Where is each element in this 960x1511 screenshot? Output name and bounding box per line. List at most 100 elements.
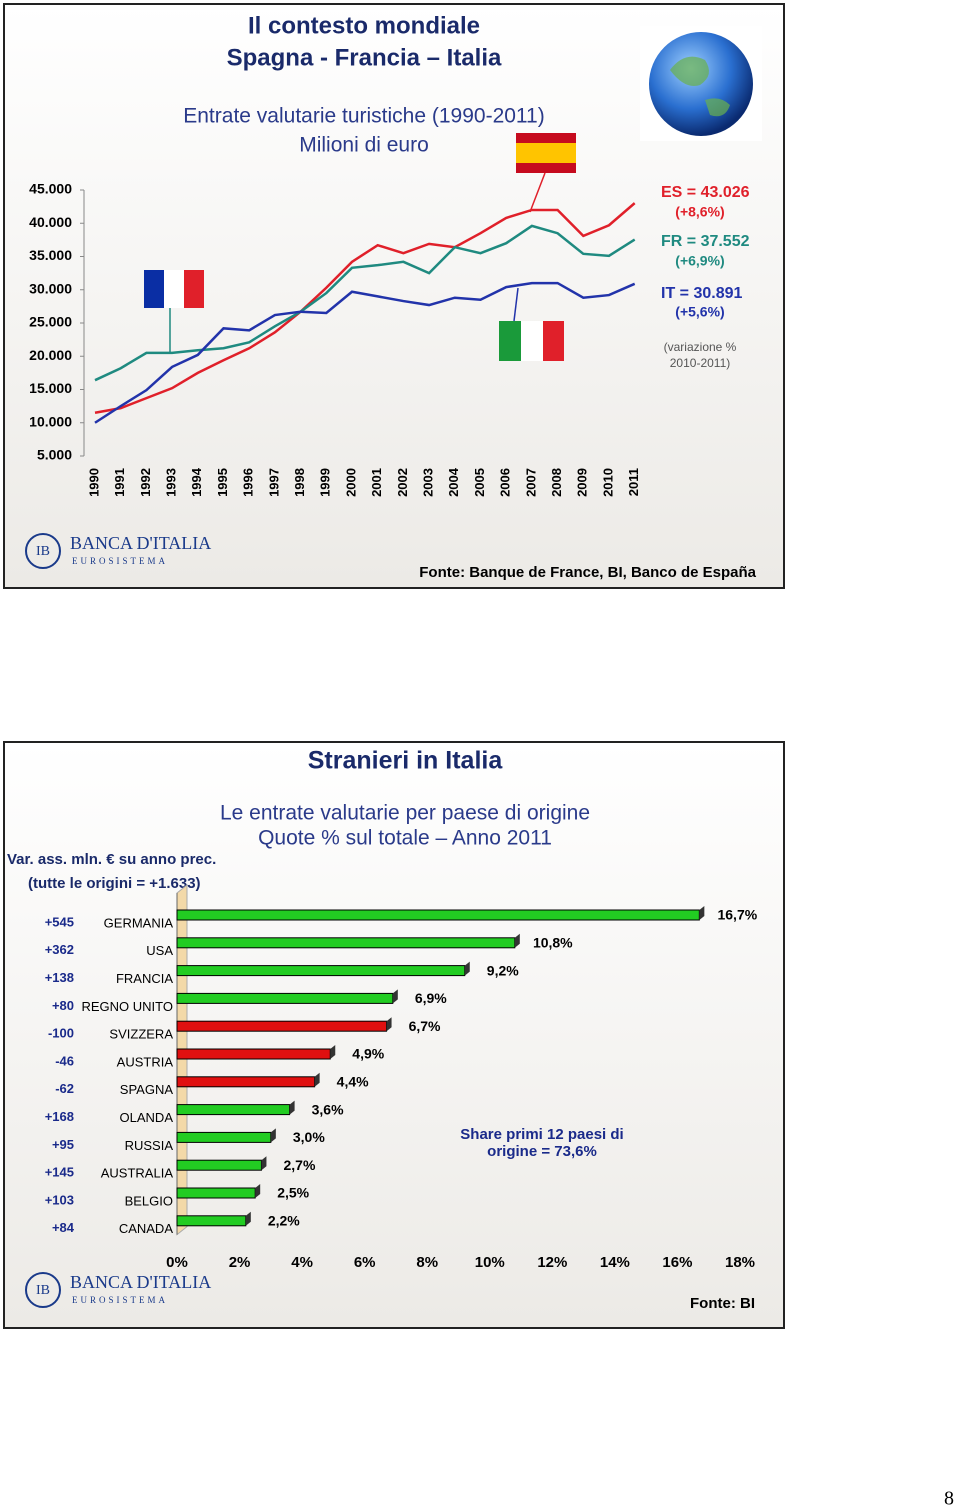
change-label: -62 [55,1081,74,1096]
annotation: FR = 37.552 [661,233,750,250]
svg-text:IB: IB [36,544,50,559]
value-label: 4,4% [337,1074,369,1090]
x-tick-label: 6% [354,1254,376,1271]
chart-line: Il contesto mondiale Spagna - Francia – I… [29,12,756,581]
bar [176,1159,262,1171]
category-label: RUSSIA [125,1138,174,1153]
change-label: -100 [48,1026,74,1041]
category-label: USA [146,943,173,958]
annotation: (+8,6%) [675,204,724,220]
series-line [94,202,636,415]
bar-side [699,906,705,920]
value-label: 2,7% [283,1157,315,1173]
annotation: (variazione % [664,340,737,354]
change-label: +145 [45,1165,74,1180]
x-tick-label: 1991 [112,468,127,497]
bar [176,1076,316,1088]
x-tick-label: 2007 [523,468,538,497]
value-label: 16,7% [717,907,757,923]
x-tick-label: 1993 [164,468,179,497]
value-label: 10,8% [533,935,573,951]
annotation: (+6,9%) [675,253,724,269]
y-tick-label: 20.000 [29,347,72,363]
category-label: GERMANIA [104,915,174,930]
category-label: BELGIO [125,1193,173,1208]
category-label: AUSTRALIA [101,1166,174,1181]
bar [176,992,394,1004]
bar [176,909,700,921]
value-label: 2,5% [277,1185,309,1201]
flag-spain [516,133,576,213]
logo-sub: EUROSISTEMA [72,1295,168,1305]
bar-side [392,989,398,1004]
x-tick-label: 2005 [472,468,487,497]
y-tick-label: 5.000 [37,447,72,463]
change-label: +80 [52,998,74,1013]
category-label: FRANCIA [116,971,173,986]
subtitle: Milioni di euro [299,134,429,157]
annotation: 2010-2011) [670,356,731,370]
annotation: Share primi 12 paesi di [460,1126,623,1143]
series-line [94,224,636,382]
x-tick-label: 16% [662,1254,692,1271]
x-tick-label: 1999 [318,468,333,497]
slide-frame [3,741,785,1329]
change-label: +545 [45,914,74,929]
logo-name: BANCA D'ITALIA [70,533,211,553]
x-tick-label: 2001 [369,468,384,497]
flag-france [144,270,204,352]
subtitle: Quote % sul totale – Anno 2011 [258,827,552,850]
x-tick-label: 2010 [600,468,615,497]
bar [176,1131,272,1143]
category-label: SPAGNA [120,1082,174,1097]
title: Il contesto mondiale [248,12,480,39]
x-tick-label: 18% [725,1254,755,1271]
change-label: +138 [45,970,74,985]
x-tick-label: 1998 [292,468,307,497]
category-label: SVIZZERA [109,1027,173,1042]
x-tick-label: 0% [166,1254,188,1271]
annotation: IT = 30.891 [661,285,742,302]
change-label: -46 [55,1053,74,1068]
side-title: (tutte le origini = +1.633) [28,875,201,892]
y-tick-label: 10.000 [29,413,72,429]
x-tick-label: 1990 [86,468,101,497]
x-tick-label: 1997 [266,468,281,497]
category-label: AUSTRIA [117,1054,174,1069]
value-label: 2,2% [268,1213,300,1229]
bar [176,1020,388,1032]
category-label: CANADA [119,1221,174,1236]
side-title: Var. ass. mln. € su anno prec. [7,851,216,868]
value-label: 3,0% [293,1129,325,1145]
bar-side [289,1100,295,1115]
x-tick-label: 2008 [549,468,564,497]
value-label: 9,2% [487,962,519,978]
subtitle: Entrate valutarie turistiche (1990-2011) [183,105,544,128]
bar-side [255,1184,261,1198]
title: Stranieri in Italia [308,747,504,775]
change-label: +103 [45,1192,74,1207]
bar-side [261,1156,267,1171]
annotation: ES = 43.026 [661,184,750,201]
x-tick-label: 2002 [395,468,410,497]
x-tick-label: 8% [416,1254,438,1271]
value-label: 6,7% [409,1018,441,1034]
subtitle: Le entrate valutarie per paese di origin… [220,802,590,825]
x-tick-label: 10% [475,1254,505,1271]
x-tick-label: 1994 [189,467,204,497]
x-tick-label: 2004 [446,467,461,497]
x-tick-label: 1992 [138,468,153,497]
bar-side [330,1045,336,1059]
value-label: 6,9% [415,990,447,1006]
category-label: REGNO UNITO [82,999,174,1014]
x-tick-label: 1995 [215,468,230,497]
value-label: 3,6% [312,1101,344,1117]
title: Spagna - Francia – Italia [227,44,502,71]
change-label: +95 [52,1137,74,1152]
globe-land [670,56,730,117]
bar-side [464,961,470,976]
x-tick-label: 12% [537,1254,567,1271]
logo-sub: EUROSISTEMA [72,556,168,566]
x-tick-label: 2000 [343,468,358,497]
